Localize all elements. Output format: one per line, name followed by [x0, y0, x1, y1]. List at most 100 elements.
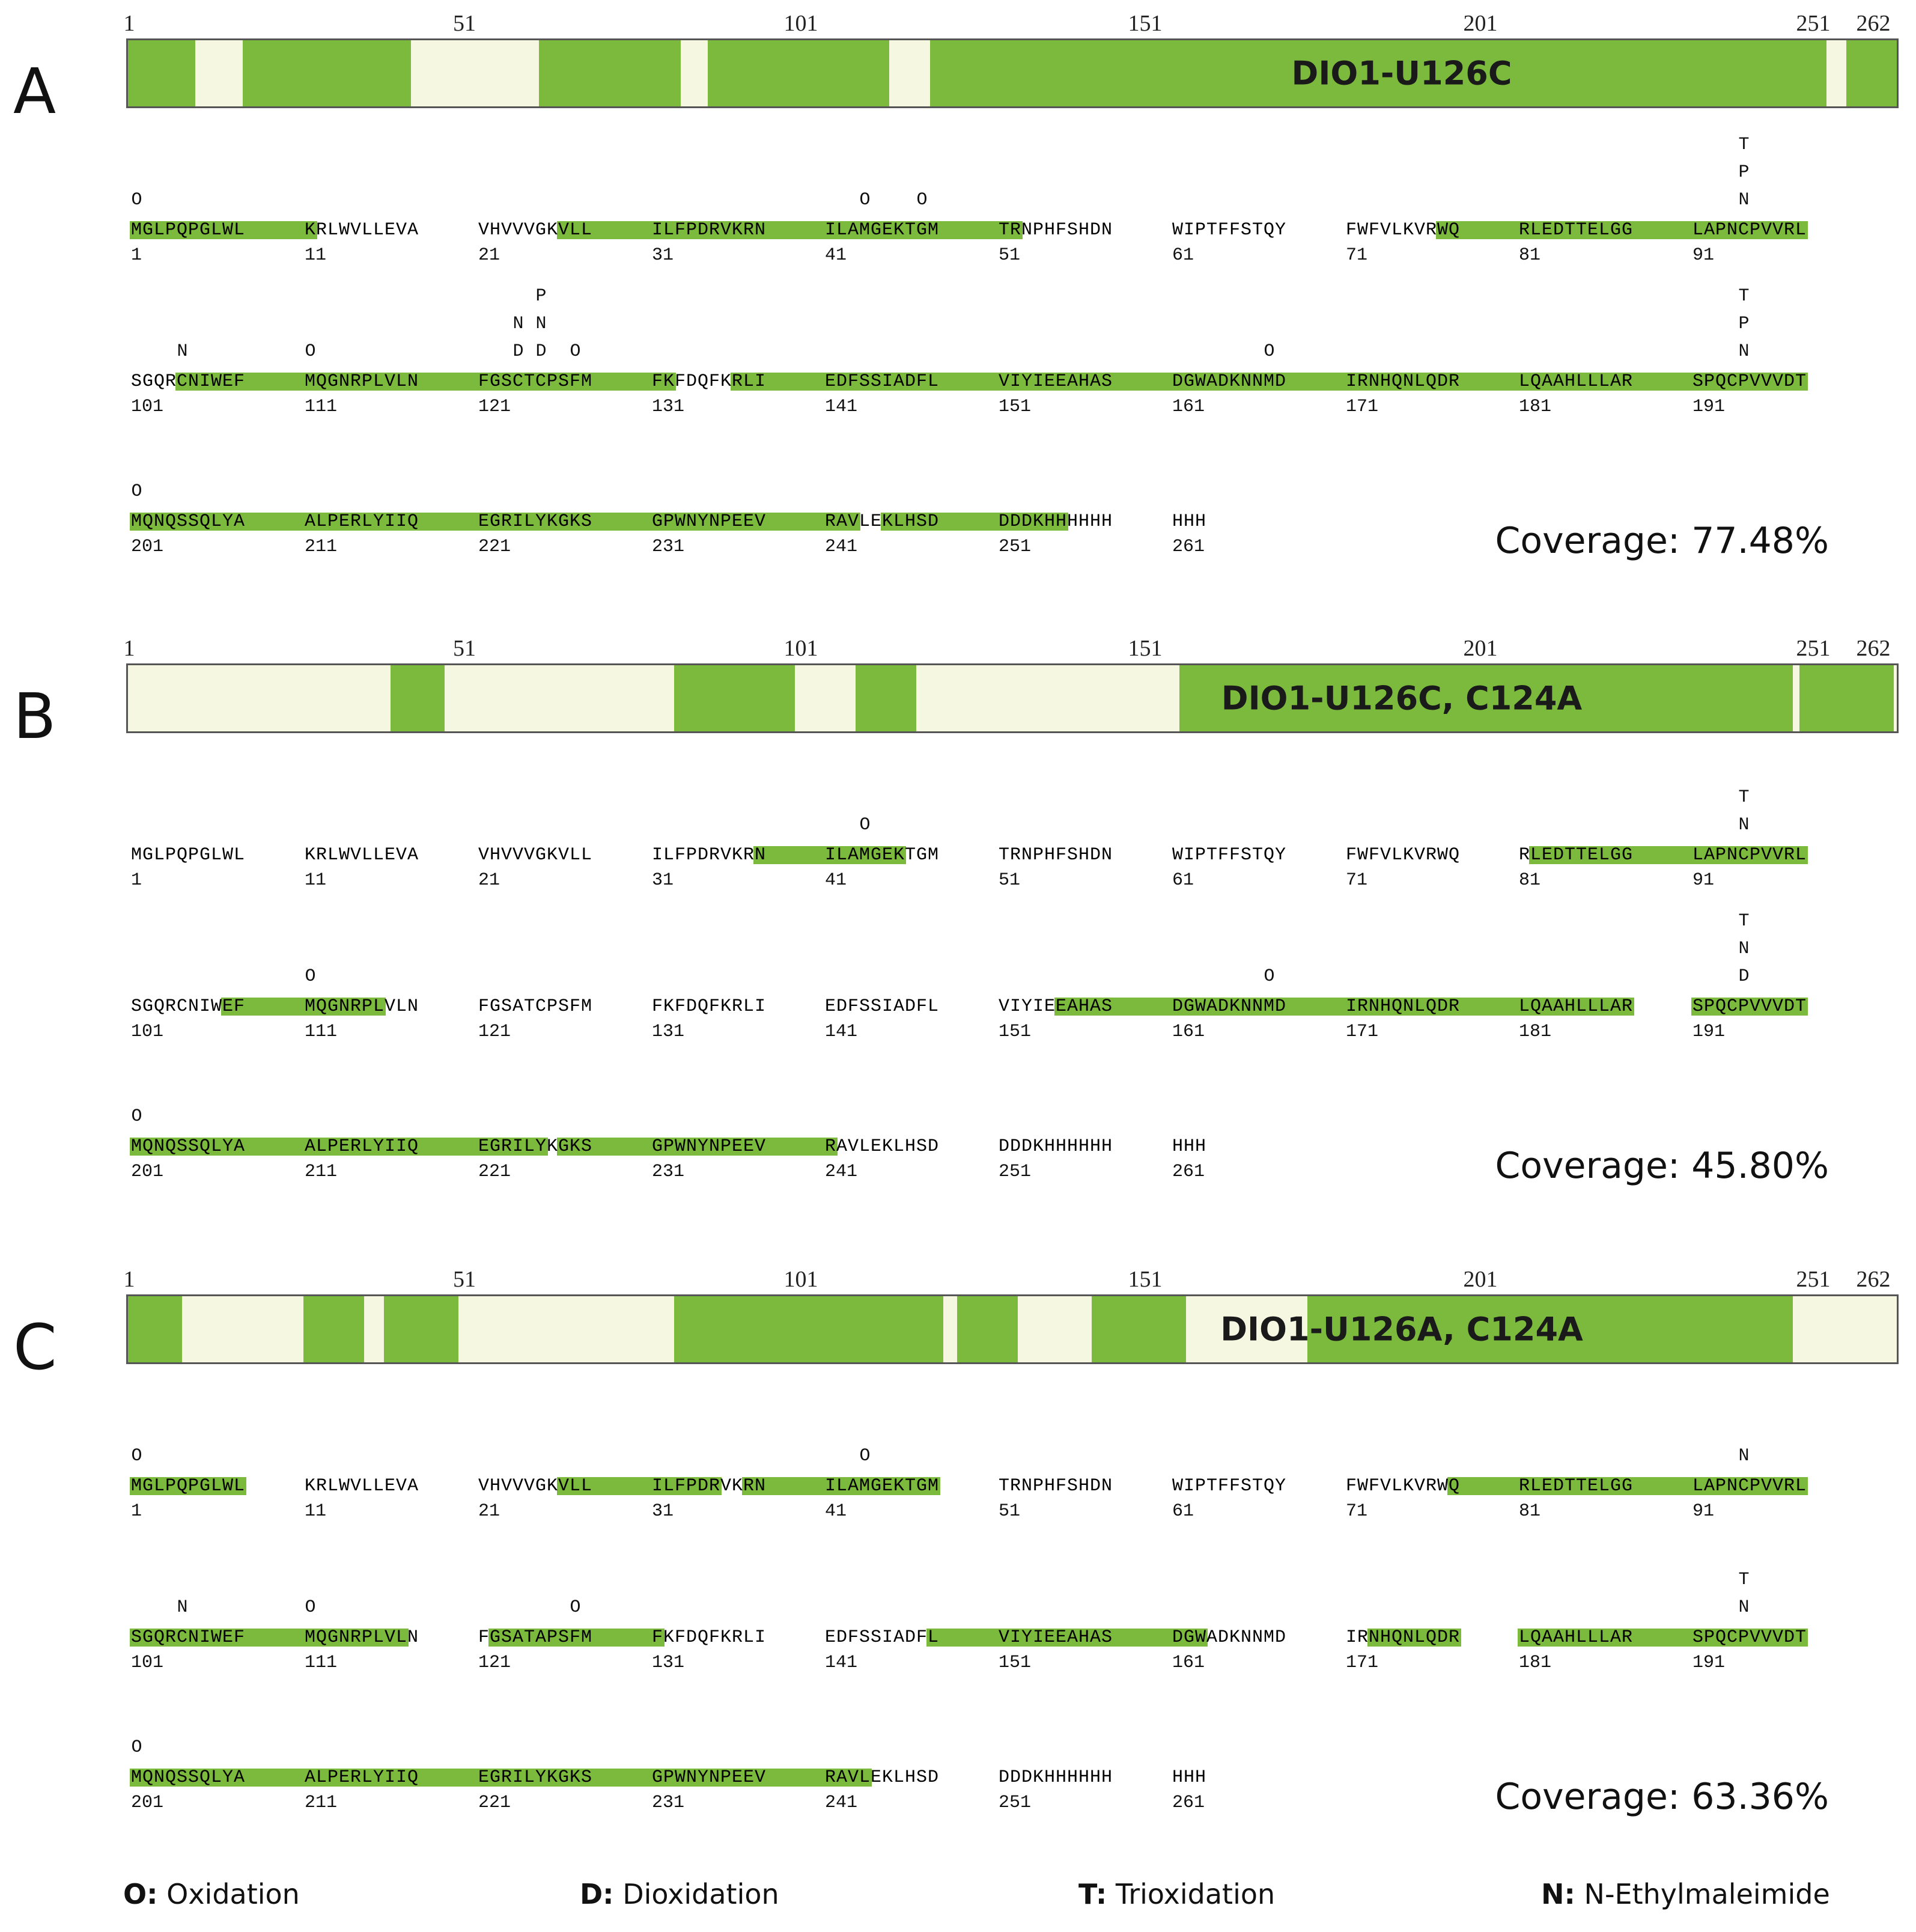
coverage-highlight — [1171, 1629, 1208, 1647]
residue-number: 231 — [652, 1162, 685, 1182]
modification-mark: O — [305, 1597, 316, 1618]
tick-label: 51 — [453, 1267, 476, 1292]
modification-mark: O — [305, 966, 316, 987]
coverage-highlight — [1529, 846, 1692, 864]
tick-label: 262 — [1856, 1267, 1891, 1292]
residue-number: 31 — [652, 245, 674, 266]
coverage-highlight — [1518, 998, 1634, 1016]
coverage-highlight — [997, 513, 1068, 531]
residue-number: 161 — [1172, 1653, 1205, 1673]
sequence-block: MGLPQPGLWL — [131, 220, 246, 240]
coverage-highlight — [303, 1769, 478, 1787]
coverage-highlight — [731, 373, 825, 391]
coverage-highlight — [997, 1629, 1172, 1647]
coverage-highlight — [1691, 221, 1808, 239]
modification-mark: P — [1738, 162, 1750, 183]
modification-mark: O — [131, 481, 142, 502]
modification-mark: N — [1738, 190, 1750, 210]
sequence-row: N O O T N SGQRCNIWEF 101 MQGNRPLVLN 111 FGSATAPSF… — [0, 1571, 1916, 1684]
modification-mark: D — [535, 341, 547, 362]
residue-number: 31 — [652, 1501, 674, 1522]
residue-number: 111 — [305, 1653, 338, 1673]
modification-mark: D — [1738, 966, 1750, 987]
sequence-block: FWFVLKVRWQ — [1346, 845, 1461, 865]
covered-segment — [1179, 665, 1793, 731]
coverage-highlight — [130, 1138, 305, 1156]
covered-segment — [674, 1296, 944, 1362]
modification-mark: O — [859, 190, 871, 210]
coverage-highlight — [824, 1477, 940, 1495]
sequence-block: LAPNCPVVRL — [1692, 220, 1807, 240]
sequence-block: IRNHQNLQDR — [1346, 996, 1461, 1017]
tick-label: 201 — [1463, 11, 1498, 36]
modification-mark: N — [535, 314, 547, 334]
residue-number: 151 — [999, 1653, 1032, 1673]
residue-number: 191 — [1692, 397, 1726, 417]
covered-segment — [674, 665, 795, 731]
residue-number: 261 — [1172, 1162, 1205, 1182]
covered-segment — [856, 665, 917, 731]
sequence-block: ILFPDRVKRN — [652, 1476, 767, 1496]
covered-segment — [539, 40, 681, 106]
sequence-block: RAVLEKLHSD — [825, 1136, 940, 1157]
sequence-row: O T N MGLPQPGLWL 1 KRLWVLLEVA 11 VHVVVGKVLL 21 IL… — [0, 788, 1916, 901]
residue-number: 241 — [825, 1162, 858, 1182]
covered-segment — [1846, 40, 1897, 106]
sequence-block: VHVVVGKVLL — [478, 220, 593, 240]
residue-number: 61 — [1172, 245, 1194, 266]
tick-label: 101 — [783, 11, 818, 36]
residue-number: 251 — [999, 537, 1032, 557]
sequence-row: O MQNQSSQLYA 201 ALPERLYIIQ 211 EGRILYKGKS 221… — [0, 1106, 1916, 1193]
residue-number: 131 — [652, 397, 685, 417]
sequence-block: FKFDQFKRLI — [652, 371, 767, 392]
sequence-block: EGRILYKGKS — [478, 511, 593, 532]
residue-number: 91 — [1692, 245, 1715, 266]
modification-mark: N — [1738, 341, 1750, 362]
residue-number: 211 — [305, 1162, 338, 1182]
modification-mark: T — [1738, 911, 1750, 931]
sequence-block: HHH — [1172, 1767, 1207, 1788]
modification-mark: N — [177, 341, 188, 362]
modification-mark: T — [1738, 787, 1750, 808]
tick-label: 51 — [453, 11, 476, 36]
tick-label: 151 — [1128, 1267, 1163, 1292]
sequence-row: O MQNQSSQLYA 201 ALPERLYIIQ 211 EGRILYKGKS 221… — [0, 481, 1916, 568]
residue-number: 71 — [1346, 1501, 1368, 1522]
coverage-highlight — [303, 1629, 409, 1647]
residue-number: 181 — [1519, 397, 1552, 417]
coverage-highlight — [130, 1629, 305, 1647]
tick-label: 262 — [1856, 636, 1891, 661]
sequence-block: VHVVVGKVLL — [478, 1476, 593, 1496]
residue-number: 81 — [1519, 870, 1541, 891]
residue-number: 121 — [478, 1653, 511, 1673]
modification-mark: O — [131, 1106, 142, 1127]
sequence-row: O O N MGLPQPGLWL 1 KRLWVLLEVA 11 VHVVVGKVLL 21 IL… — [0, 1447, 1916, 1532]
sequence-row: N O N D P N D O O T P N SGQRCNIWEF 101 MQGNRPLVLN 111 FG… — [0, 287, 1916, 428]
covered-segment — [128, 1296, 182, 1362]
legend-item: D: Dioxidation — [580, 1878, 779, 1910]
tick-label: 251 — [1796, 11, 1831, 36]
residue-number: 131 — [652, 1653, 685, 1673]
coverage-highlight — [651, 513, 825, 531]
coverage-highlight — [1447, 1477, 1519, 1495]
sequence-block: GPWNYNPEEV — [652, 511, 767, 532]
residue-number: 81 — [1519, 245, 1541, 266]
covered-segment — [242, 40, 412, 106]
sequence-block: SPQCPVVVDT — [1692, 1627, 1807, 1648]
sequence-block: FKFDQFKRLI — [652, 1627, 767, 1648]
coverage-highlight — [477, 373, 652, 391]
tick-label: 251 — [1796, 636, 1831, 661]
sequence-block: FGSCTCPSFM — [478, 371, 593, 392]
sequence-block: ALPERLYIIQ — [305, 1136, 419, 1157]
sequence-block: MQNQSSQLYA — [131, 511, 246, 532]
legend-label: N-Ethylmaleimide — [1575, 1878, 1830, 1910]
coverage-value: Coverage: 77.48% — [1495, 520, 1829, 562]
position-ticks: 1 51 101 151 201 251 262 — [0, 12, 1916, 36]
tick-label: 101 — [783, 636, 818, 661]
residue-number: 1 — [131, 1501, 142, 1522]
sequence-block: SGQRCNIWEF — [131, 996, 246, 1017]
residue-number: 141 — [825, 1653, 858, 1673]
tick-label: 201 — [1463, 1267, 1498, 1292]
covered-segment — [1091, 1296, 1187, 1362]
coverage-highlight — [824, 846, 906, 864]
